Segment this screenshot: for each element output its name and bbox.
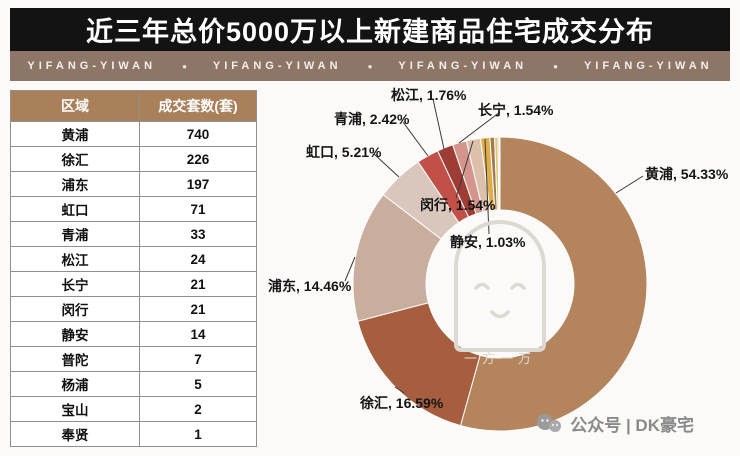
title-bar: 近三年总价5000万以上新建商品住宅成交分布 (10, 8, 730, 51)
leader-line-5 (432, 98, 445, 150)
cell-region: 松江 (10, 246, 140, 272)
leader-line-8 (484, 138, 490, 235)
slice-label-8: 静安, 1.03% (450, 234, 526, 250)
slice-label-7: 闵行, 1.54% (420, 197, 496, 213)
leader-line-6 (458, 111, 501, 144)
donut-slices (352, 136, 648, 432)
slice-label-1: 徐汇, 16.59% (360, 395, 444, 411)
slice-label-6: 长宁, 1.54% (478, 102, 554, 118)
brand-banner-text: YIFANG-YIWAN (212, 60, 342, 72)
cell-count: 33 (139, 221, 257, 247)
slice-label-2: 浦东, 14.46% (268, 278, 352, 294)
leader-line-1 (394, 386, 405, 394)
cell-count: 1 (139, 421, 257, 447)
leader-line-3 (373, 153, 400, 178)
leader-line-2 (344, 256, 356, 282)
cell-region: 长宁 (10, 271, 140, 297)
slice-label-5: 松江, 1.76% (391, 87, 467, 103)
cell-count: 740 (139, 121, 257, 147)
watermark-text: 一方一万 (464, 351, 536, 366)
cell-count: 21 (139, 296, 257, 322)
cell-count: 21 (139, 271, 257, 297)
cell-count: 226 (139, 146, 257, 172)
cell-region: 杨浦 (10, 371, 140, 397)
cell-region: 黄浦 (10, 121, 140, 147)
table-header-row: 区域 成交套数(套) (10, 90, 257, 122)
table-row: 青浦 33 (10, 221, 257, 247)
brand-banner: YIFANG-YIWAN ● YIFANG-YIWAN ● YIFANG-YIWAN ● Y… (10, 51, 730, 81)
cell-region: 普陀 (10, 346, 140, 372)
slice-label-0: 黄浦, 54.33% (645, 166, 729, 182)
cell-count: 197 (139, 171, 257, 197)
table-row: 静安 14 (10, 321, 257, 347)
cell-count: 2 (139, 396, 257, 422)
footer-credit: 公众号 | DK豪宅 (536, 411, 694, 436)
pie-slice-0 (459, 136, 648, 432)
brand-banner-text: YIFANG-YIWAN (27, 60, 157, 72)
banner-separator-dot: ● (553, 61, 558, 71)
cell-count: 71 (139, 196, 257, 222)
cell-region: 奉贤 (10, 421, 140, 447)
banner-separator-dot: ● (367, 61, 373, 71)
watermark-logo (454, 220, 546, 352)
leader-lines (344, 98, 644, 394)
table-row: 浦东 197 (10, 171, 257, 197)
slice-label-4: 青浦, 2.42% (334, 111, 410, 127)
col-header-count: 成交套数(套) (139, 90, 257, 122)
cell-region: 宝山 (10, 396, 140, 422)
slice-label-3: 虹口, 5.21% (306, 144, 382, 160)
pie-slice-12 (498, 136, 501, 211)
col-header-region: 区域 (10, 90, 140, 122)
wechat-icon (537, 413, 562, 432)
table-row: 长宁 21 (10, 271, 257, 297)
cell-region: 浦东 (10, 171, 140, 197)
leader-line-7 (455, 140, 474, 199)
brand-banner-text: YIFANG-YIWAN (583, 60, 713, 72)
stats-table: 区域 成交套数(套) 黄浦 740 徐汇 226 浦东 197 虹口 71 青浦 33 松江 24 长宁… (10, 90, 257, 447)
page-title: 近三年总价5000万以上新建商品住宅成交分布 (85, 17, 655, 47)
banner-separator-dot: ● (182, 61, 187, 71)
table-row: 黄浦 740 (10, 121, 257, 147)
leader-line-0 (615, 175, 644, 194)
footer-text: 公众号 | DK豪宅 (570, 416, 694, 435)
table-row: 宝山 2 (10, 396, 257, 422)
table-row: 奉贤 1 (10, 421, 257, 447)
brand-banner-text: YIFANG-YIWAN (398, 60, 528, 72)
leader-line-4 (402, 121, 429, 157)
